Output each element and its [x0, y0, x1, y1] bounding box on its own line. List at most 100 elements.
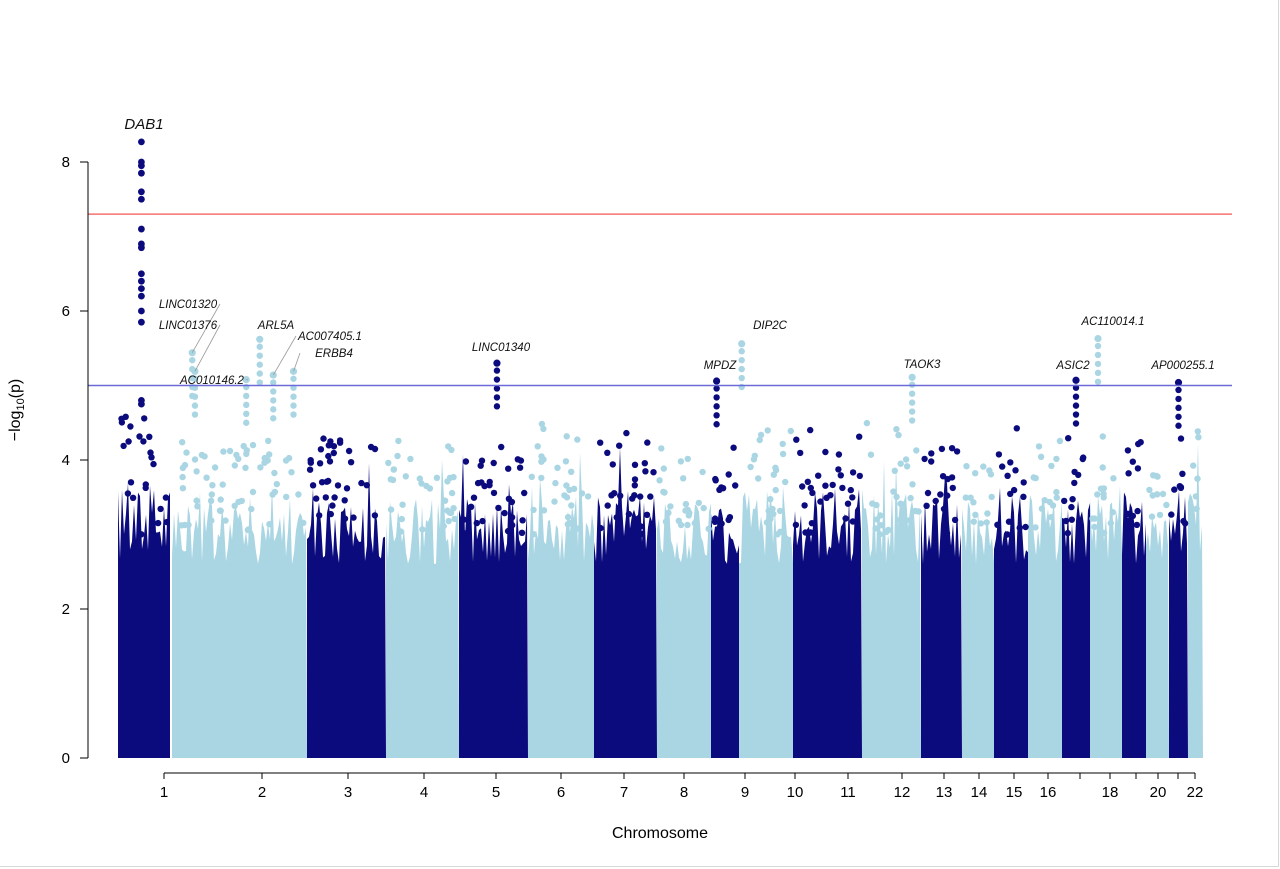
chrom-8-point — [656, 477, 663, 484]
chrom-6-point — [564, 513, 572, 521]
chrom-2-point — [222, 517, 229, 524]
chrom-19-point — [1129, 458, 1137, 465]
y-tick-label: 6 — [62, 303, 70, 320]
hit-column-point — [1094, 360, 1102, 368]
chrom-18-point — [1107, 520, 1115, 527]
chrom-6-point — [530, 531, 537, 538]
chrom-8-point — [680, 475, 687, 482]
chrom-18-point — [1097, 485, 1105, 492]
chrom-19-point — [1134, 465, 1142, 472]
chrom-5-point — [490, 489, 498, 497]
chrom-7-point — [616, 442, 623, 449]
chrom-9-band — [711, 508, 739, 758]
x-tick-label-chr10: 10 — [787, 784, 804, 801]
chrom-3-point — [330, 443, 338, 450]
chrom-13-point — [948, 445, 956, 452]
chrom-3-point — [334, 482, 342, 489]
chrom-4-point — [399, 501, 406, 508]
chrom-3-point — [341, 515, 349, 522]
chrom-11-point — [807, 484, 814, 492]
chrom-3-point — [309, 482, 317, 489]
chrom-10-point — [782, 478, 789, 486]
dab1-locus-point — [138, 244, 145, 252]
chrom-15-point — [1012, 467, 1019, 474]
chrom-9-point — [712, 475, 719, 483]
chrom-12-point — [872, 525, 879, 532]
chrom-6-point — [540, 507, 548, 514]
chrom-3-point — [331, 494, 338, 501]
chrom-3-point — [336, 437, 344, 444]
chrom-6-point — [562, 458, 570, 465]
hit-column-point — [256, 361, 263, 368]
hit-column-point — [1175, 422, 1182, 429]
x-tick-label-chr14: 14 — [971, 784, 988, 801]
chrom-8-point — [677, 521, 685, 529]
dab1-locus-point — [138, 225, 145, 233]
chrom-12-point — [909, 481, 916, 488]
chrom-7-band — [594, 447, 657, 758]
chrom-12-band — [862, 460, 921, 758]
hit-column-point — [493, 376, 501, 383]
chrom-6-point — [570, 485, 578, 492]
gene-label-ac007405-1: AC007405.1 — [297, 331, 362, 343]
hit-column-point — [908, 390, 916, 397]
chrom-13-mass — [921, 475, 962, 758]
dab1-locus-point — [138, 307, 145, 315]
chrom-11-point — [815, 472, 822, 479]
chrom-11-point — [829, 481, 836, 489]
chrom-4-point — [448, 489, 456, 497]
chrom-12-point — [876, 531, 883, 538]
chrom-11-point — [827, 492, 834, 499]
threshold-lines — [88, 213, 1232, 387]
chrom-2-point — [193, 497, 200, 504]
chrom-8-point — [667, 503, 674, 510]
chrom-22-mass — [1188, 442, 1203, 758]
chrom-7-point — [623, 429, 630, 437]
chrom-3-point — [327, 510, 334, 518]
chrom-4-point — [445, 517, 452, 525]
x-tick-label-chr4: 4 — [420, 784, 428, 801]
chrom-11-point — [856, 433, 863, 440]
chrom-2-point — [249, 441, 257, 449]
chrom-14-mass — [962, 501, 994, 758]
chrom-15-mass — [994, 487, 1028, 758]
dab1-locus-point — [138, 169, 145, 177]
chrom-3-point — [323, 478, 330, 485]
hit-point-dip2c — [738, 340, 746, 348]
chrom-2-point — [194, 503, 201, 510]
hit-point-taok3 — [908, 373, 916, 381]
chrom-18-point — [1089, 515, 1096, 522]
chrom-3-point — [325, 442, 332, 449]
chrom-15-point — [1013, 425, 1020, 432]
chrom-19-point — [1134, 507, 1141, 515]
chrom-4-point — [451, 515, 458, 523]
chrom-13-point — [924, 489, 932, 497]
hit-column-point — [256, 343, 263, 350]
chrom-19-point — [1126, 517, 1133, 524]
chrom-3-point — [329, 502, 336, 509]
chrom-2-point — [216, 507, 224, 514]
hit-column-point — [1175, 404, 1182, 412]
chrom-5-point — [477, 462, 484, 469]
chrom-10-mass — [739, 486, 793, 758]
chrom-15-point — [1020, 493, 1027, 500]
chrom-18-point — [1099, 464, 1106, 471]
hit-column-point — [738, 348, 745, 355]
chrom-18-band — [1090, 485, 1122, 758]
hit-point-linc01376 — [191, 367, 199, 375]
chrom-19-point — [1129, 512, 1137, 520]
chrom-4-point — [440, 522, 447, 530]
chrom-9-point — [711, 518, 719, 525]
chrom-2-point — [179, 485, 187, 492]
chrom-5-point — [462, 530, 469, 537]
chrom-16-point — [1037, 453, 1045, 460]
chrom-5-point — [508, 514, 516, 521]
hit-column-point — [191, 375, 199, 382]
chrom-12-point — [895, 431, 902, 439]
x-tick-label-chr1: 1 — [160, 784, 168, 801]
chrom-7-point — [643, 511, 651, 518]
hit-column-point — [713, 385, 720, 392]
x-axis-title: Chromosome — [612, 825, 708, 842]
chrom-4-mass — [386, 459, 459, 758]
chrom-2-point — [265, 437, 272, 445]
